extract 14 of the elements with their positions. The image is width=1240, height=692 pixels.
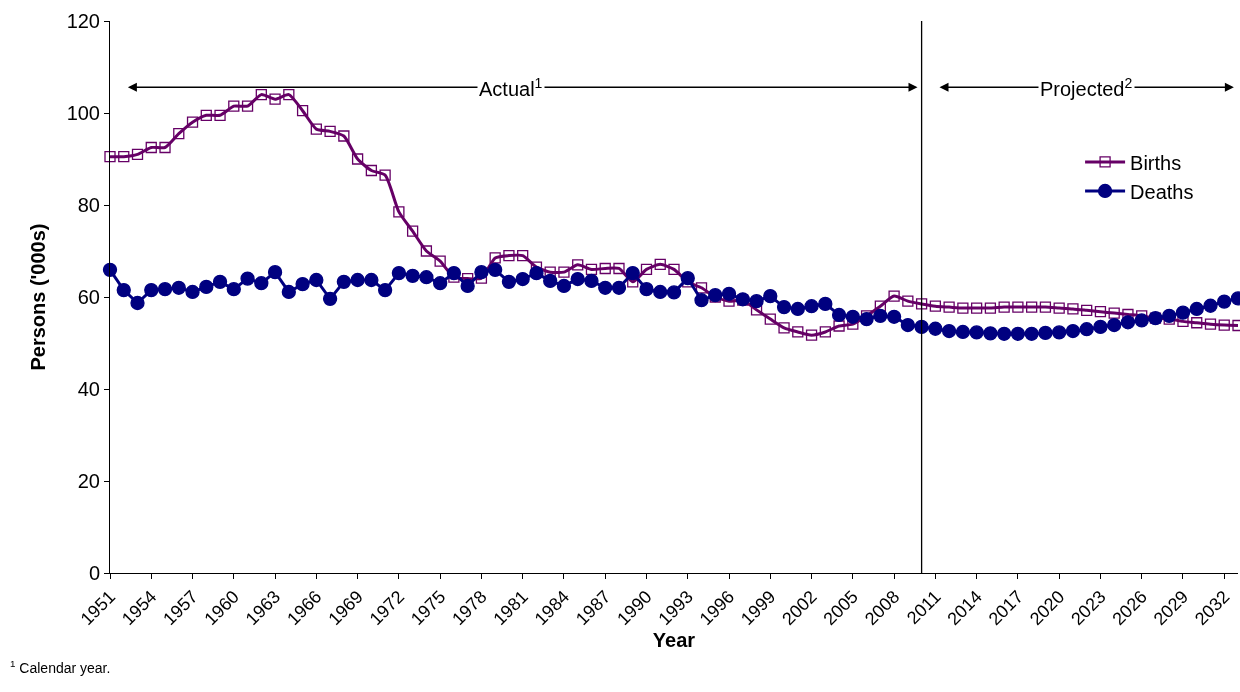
y-axis-title: Persons ('000s) [27, 223, 50, 371]
text: $^{1}$ Calendar year. [10, 658, 111, 676]
y-tick-label: 80 [77, 194, 100, 216]
annotation: Actual$^{1}$ [479, 75, 543, 101]
y-tick-label: 100 [66, 102, 100, 124]
y-tick-label: 20 [77, 470, 100, 492]
y-tick-label: 40 [77, 378, 100, 400]
legend-label: Deaths [1130, 180, 1194, 203]
y-tick-label: 60 [77, 286, 100, 308]
x-axis-title: Year [652, 629, 696, 652]
legend-label: Births [1130, 151, 1182, 174]
y-tick-label: 0 [88, 562, 100, 584]
annotation: Projected$^{2}$ [1040, 75, 1133, 101]
y-tick-label: 120 [66, 10, 100, 32]
